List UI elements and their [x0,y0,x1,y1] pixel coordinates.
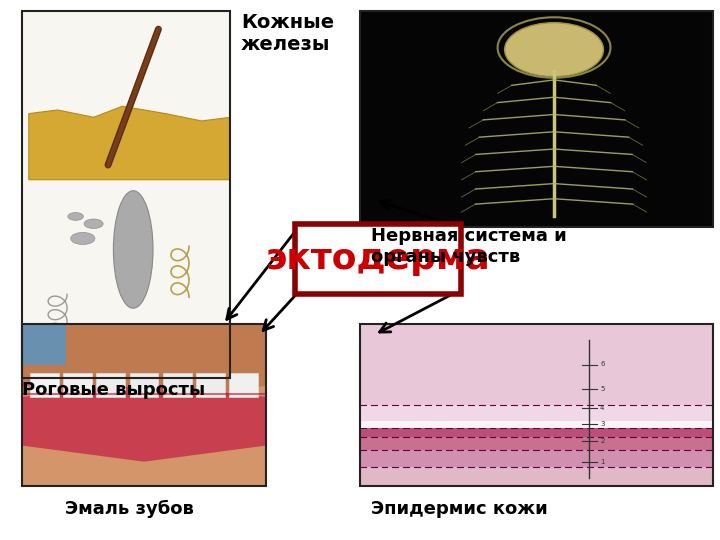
Polygon shape [29,106,230,180]
Bar [360,405,713,428]
Bar [360,324,713,405]
Bar [360,324,713,486]
Bar [22,324,266,486]
Text: Эпидермис кожи: Эпидермис кожи [371,500,547,517]
Text: 1: 1 [600,458,605,465]
Polygon shape [22,324,266,397]
Ellipse shape [505,23,603,77]
Bar [196,373,225,397]
Bar [360,467,713,486]
Bar [30,373,59,397]
Bar [360,428,713,437]
Ellipse shape [114,191,153,308]
Bar [96,373,125,397]
Ellipse shape [68,213,84,220]
Bar [63,373,92,397]
Text: 6: 6 [600,361,605,368]
FancyBboxPatch shape [295,224,461,294]
Text: 2: 2 [600,437,605,444]
Bar [130,373,158,397]
Text: 5: 5 [600,386,605,392]
Ellipse shape [84,219,103,228]
Bar [22,11,230,378]
Bar [360,421,713,428]
Text: 4: 4 [600,405,605,411]
Polygon shape [22,386,266,462]
Text: Эмаль зубов: Эмаль зубов [65,500,194,518]
Bar [22,324,66,365]
Text: эктодерма: эктодерма [266,242,490,276]
Bar [22,11,230,378]
Text: Нервная система и
органы чувств: Нервная система и органы чувств [371,227,567,266]
Bar [163,373,192,397]
Text: Роговые выросты: Роговые выросты [22,381,205,399]
Bar [360,437,713,450]
Bar [360,11,713,227]
Bar [360,324,713,486]
Text: 3: 3 [600,421,605,428]
Bar [360,450,713,467]
Bar [229,373,258,397]
Ellipse shape [71,232,95,245]
Bar [360,11,713,227]
Bar [22,324,266,486]
Text: Кожные
железы: Кожные железы [241,14,334,55]
